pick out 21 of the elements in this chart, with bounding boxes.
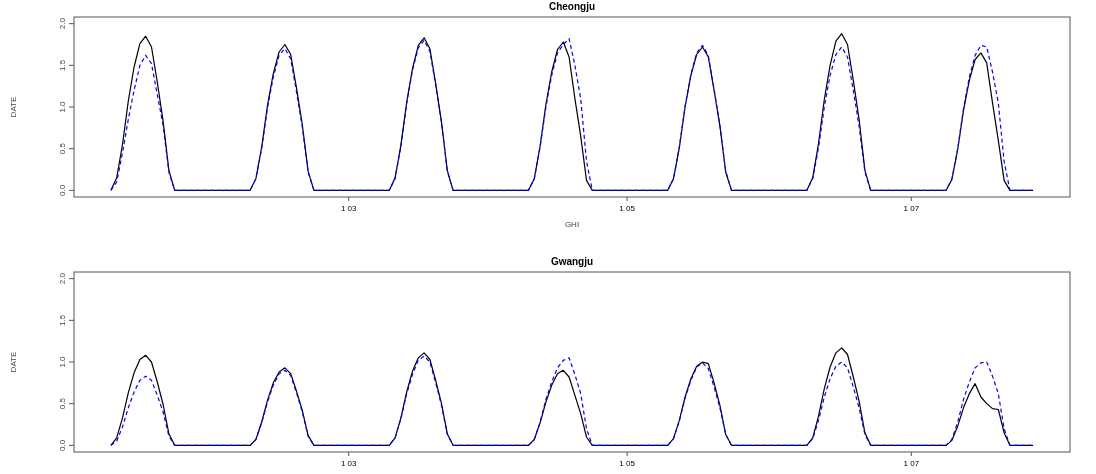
y-tick-label: 1.0	[58, 100, 67, 113]
y-tick-label: 1.5	[58, 314, 67, 326]
x-tick-label: 1 07	[903, 459, 920, 468]
y-tick-label: 1.0	[58, 355, 67, 368]
y-tick-label: 0.0	[58, 439, 67, 451]
x-axis-title: GHI	[564, 220, 580, 229]
y-tick-label: 1.5	[58, 59, 67, 71]
x-tick-label: 1 05	[619, 459, 636, 468]
x-tick-label: 1 05	[619, 204, 636, 213]
y-tick-label: 2.0	[58, 272, 67, 285]
y-tick-label: 0.5	[58, 397, 67, 410]
chart-title: Gwangju	[550, 256, 594, 267]
y-tick-label: 2.0	[58, 17, 67, 30]
x-tick-label: 1 03	[340, 204, 358, 213]
chart-title: Cheongju	[548, 1, 596, 12]
x-tick-label: 1 03	[340, 459, 358, 468]
y-tick-label: 0.0	[58, 184, 67, 196]
x-tick-label: 1 07	[903, 204, 920, 213]
y-axis-title: DATE	[9, 351, 18, 373]
y-tick-label: 0.5	[58, 142, 67, 155]
y-axis-title: DATE	[9, 96, 18, 118]
